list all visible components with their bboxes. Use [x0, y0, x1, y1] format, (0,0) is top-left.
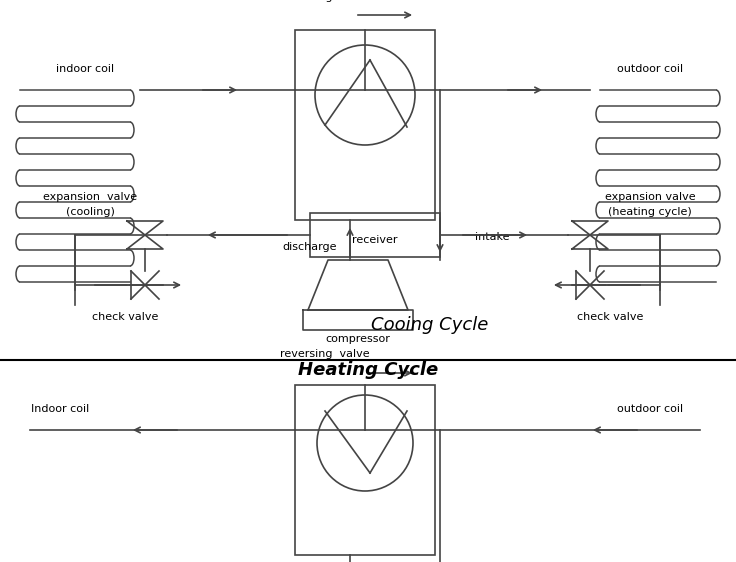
Text: indoor coil: indoor coil [56, 64, 114, 74]
Bar [295, 30, 435, 220]
Text: outdoor coil: outdoor coil [617, 64, 683, 74]
Text: (heating cycle): (heating cycle) [608, 207, 692, 217]
Text: outdoor coil: outdoor coil [617, 404, 683, 414]
Text: check valve: check valve [92, 312, 158, 322]
Text: Cooing Cycle: Cooing Cycle [372, 316, 489, 334]
Text: intake: intake [475, 232, 509, 242]
Text: check valve: check valve [577, 312, 643, 322]
Text: expansion  valve: expansion valve [43, 192, 137, 202]
Text: (cooling): (cooling) [66, 207, 114, 217]
Text: receiver: receiver [353, 235, 397, 245]
Text: discharge: discharge [283, 242, 337, 252]
Text: reversing  valve: reversing valve [280, 0, 369, 2]
Text: Indoor coil: Indoor coil [31, 404, 89, 414]
Text: reversing  valve: reversing valve [280, 349, 369, 359]
Bar [310, 213, 440, 257]
Text: expansion valve: expansion valve [605, 192, 696, 202]
Bar [295, 385, 435, 555]
Text: Heating Cycle: Heating Cycle [298, 361, 438, 379]
Text: compressor: compressor [325, 334, 390, 344]
